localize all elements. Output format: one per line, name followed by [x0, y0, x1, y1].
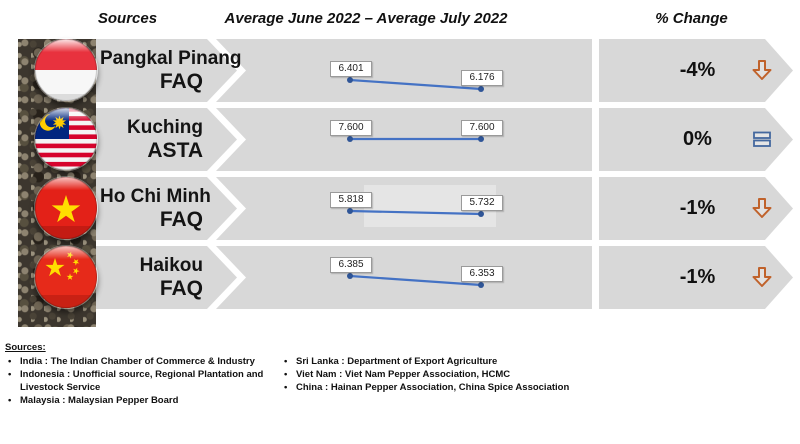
source-label: Kuching ASTA	[100, 116, 203, 163]
footnote-item: • Viet Nam : Viet Nam Pepper Association…	[281, 368, 581, 381]
row-band-chart	[216, 177, 592, 240]
bullet-icon: •	[8, 369, 12, 380]
trend-line	[347, 77, 484, 92]
data-label-june: 7.600	[330, 120, 372, 136]
indonesia-flag-icon	[34, 38, 98, 102]
footnote-text: India : The Indian Chamber of Commerce &…	[20, 356, 255, 367]
footnote-text: Sri Lanka : Department of Export Agricul…	[296, 356, 498, 367]
down-arrow-icon	[750, 58, 774, 82]
data-label-june: 6.385	[330, 257, 372, 273]
trend-line	[347, 208, 484, 217]
footnote-item: • China : Hainan Pepper Association, Chi…	[281, 381, 581, 394]
data-label-july: 5.732	[461, 195, 503, 211]
source-label: Haikou FAQ	[100, 254, 203, 301]
source-name: Kuching	[127, 117, 203, 138]
pct-change-value: -1%	[679, 197, 716, 219]
footnote-text: Indonesia : Unofficial source, Regional …	[20, 369, 264, 393]
pct-change-value: -4%	[679, 59, 716, 81]
row-band-chart	[216, 246, 592, 309]
column-header-change: % Change	[655, 10, 728, 27]
data-label-july: 6.176	[461, 70, 503, 86]
source-grade: FAQ	[159, 70, 203, 93]
bullet-icon: •	[8, 395, 12, 406]
footnote-item: • India : The Indian Chamber of Commerce…	[5, 355, 280, 368]
footnotes: Sources: • India : The Indian Chamber of…	[5, 342, 775, 406]
footnote-item: • Indonesia : Unofficial source, Regiona…	[5, 368, 280, 394]
source-label: Ho Chi Minh FAQ	[100, 185, 211, 232]
sparkline-chart: 5.818 5.732	[216, 177, 592, 240]
footnote-text: Malaysia : Malaysian Pepper Board	[20, 395, 179, 406]
data-label-june: 5.818	[330, 192, 372, 208]
footnote-item: • Sri Lanka : Department of Export Agric…	[281, 355, 581, 368]
sparkline-chart: 6.385 6.353	[216, 246, 592, 309]
source-grade: FAQ	[159, 277, 203, 300]
source-name: Ho Chi Minh	[100, 186, 211, 207]
data-label-july: 6.353	[461, 266, 503, 282]
source-name: Pangkal Pinang	[100, 48, 242, 69]
down-arrow-icon	[750, 265, 774, 289]
footnote-text: China : Hainan Pepper Association, China…	[296, 382, 570, 393]
bullet-icon: •	[8, 356, 12, 367]
footnotes-left-column: • India : The Indian Chamber of Commerce…	[5, 355, 280, 407]
row-band-change	[599, 246, 793, 309]
trend-line	[347, 136, 484, 142]
pct-change-value: 0%	[683, 128, 712, 150]
footnote-text: Viet Nam : Viet Nam Pepper Association, …	[296, 369, 511, 380]
footnotes-right-column: • Sri Lanka : Department of Export Agric…	[281, 355, 581, 394]
source-grade: FAQ	[159, 208, 203, 231]
pct-change-value: -1%	[679, 266, 716, 288]
row-band-change	[599, 177, 793, 240]
footnotes-title: Sources:	[5, 342, 46, 353]
equals-icon	[750, 127, 774, 151]
china-flag-icon	[34, 245, 98, 309]
down-arrow-icon	[750, 196, 774, 220]
row-band-change	[599, 39, 793, 102]
vietnam-flag-icon	[34, 176, 98, 240]
sparkline-chart: 7.600 7.600	[216, 108, 592, 171]
bullet-icon: •	[284, 369, 288, 380]
bullet-icon: •	[284, 382, 288, 393]
row-band-chart	[216, 39, 592, 102]
trend-line	[347, 273, 484, 288]
footnote-item: • Malaysia : Malaysian Pepper Board	[5, 394, 280, 407]
source-grade: ASTA	[147, 139, 203, 162]
column-header-sources: Sources	[97, 10, 158, 27]
data-label-july: 7.600	[461, 120, 503, 136]
malaysia-flag-icon	[34, 107, 98, 171]
bullet-icon: •	[284, 356, 288, 367]
sparkline-chart: 6.401 6.176	[216, 39, 592, 102]
source-name: Haikou	[139, 255, 203, 276]
data-label-june: 6.401	[330, 61, 372, 77]
source-label: Pangkal Pinang FAQ	[100, 47, 242, 94]
column-header-period: Average June 2022 – Average July 2022	[224, 10, 508, 27]
row-band-change	[599, 108, 793, 171]
